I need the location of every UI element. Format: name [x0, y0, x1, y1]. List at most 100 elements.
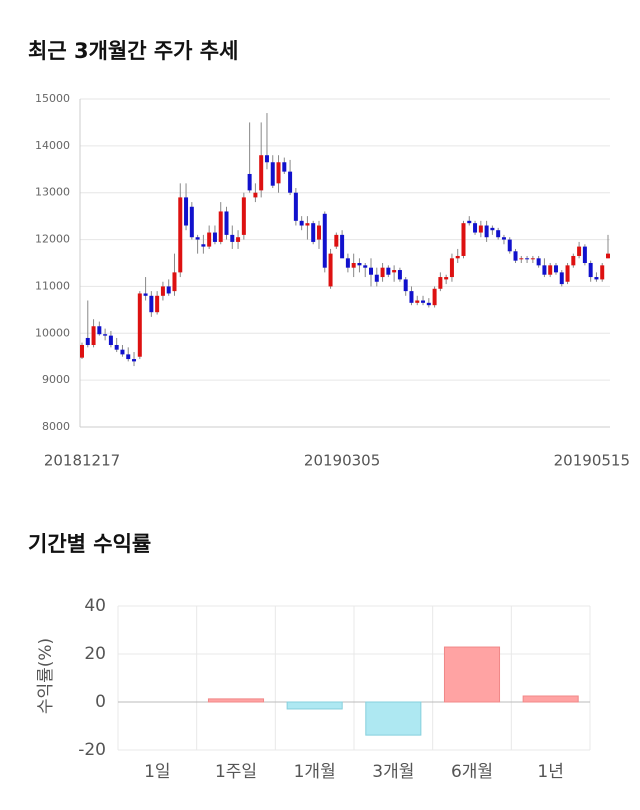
candle-body: [340, 234, 345, 259]
chart-title: 기간별 수익률: [28, 532, 151, 556]
candle-body: [247, 173, 252, 191]
candle-body: [600, 265, 605, 280]
candle-body: [230, 234, 235, 242]
candle-body: [293, 192, 298, 221]
candle-body: [421, 300, 426, 303]
y-tick-label: 12000: [35, 233, 70, 246]
candle-body: [224, 211, 229, 235]
x-tick-label: 1주일: [215, 762, 257, 782]
candle-body: [403, 279, 408, 292]
candle-body: [132, 359, 137, 362]
candle-body: [91, 326, 96, 345]
y-tick-label: 40: [84, 596, 106, 616]
candle-body: [195, 237, 200, 240]
candle-body: [80, 345, 84, 358]
x-tick-label: 1일: [144, 762, 170, 782]
candle-body: [160, 286, 165, 296]
y-tick-label: -20: [78, 740, 106, 760]
y-tick-label: 8000: [42, 420, 70, 433]
candle-body: [334, 234, 339, 247]
candle-body: [178, 197, 183, 273]
y-tick-label: 20: [84, 644, 106, 664]
candle-body: [328, 253, 333, 287]
candle-body: [606, 253, 610, 259]
bar: [207, 698, 265, 703]
candle-body: [108, 335, 113, 345]
x-tick-label: 1년: [537, 762, 563, 782]
candle-body: [241, 197, 246, 235]
x-tick-label: 1개월: [294, 762, 336, 782]
x-tick-label: 6개월: [451, 762, 493, 782]
candle-body: [103, 334, 108, 336]
candle-body: [467, 220, 472, 224]
candle-body: [461, 223, 466, 256]
candle-body: [507, 239, 512, 252]
candle-body: [212, 232, 217, 242]
candle-body: [264, 155, 269, 163]
candle-body: [149, 295, 154, 313]
y-tick-label: 11000: [35, 279, 70, 292]
candle-body: [542, 265, 547, 275]
candle-body: [305, 223, 310, 226]
candle-body: [345, 258, 350, 268]
y-tick-label: 13000: [35, 186, 70, 199]
x-tick-label: 20181217: [44, 452, 120, 470]
candle-body: [548, 265, 553, 275]
candle-body: [126, 354, 131, 360]
candle-body: [432, 288, 437, 306]
candle-body: [207, 232, 212, 247]
bar: [365, 701, 422, 736]
candle-body: [120, 349, 125, 355]
candle-body: [85, 337, 90, 345]
y-tick-label: 0: [95, 692, 106, 712]
candle-body: [276, 162, 281, 184]
candle-body: [530, 258, 535, 260]
candle-body: [172, 272, 177, 292]
candle-body: [270, 162, 275, 186]
y-axis-label: 수익률(%): [36, 638, 56, 714]
candle-body: [577, 246, 582, 256]
candle-body: [143, 293, 148, 296]
bar: [286, 701, 343, 710]
candle-body: [455, 255, 460, 259]
candle-body: [513, 251, 518, 261]
candle-body: [409, 291, 414, 303]
candle-body: [501, 237, 506, 240]
candle-body: [392, 270, 397, 273]
candle-body: [218, 211, 223, 242]
candle-body: [369, 267, 374, 275]
candle-body: [496, 230, 501, 238]
candle-body: [484, 225, 489, 238]
candle-body: [322, 213, 327, 268]
x-tick-label: 3개월: [372, 762, 414, 782]
candle-body: [490, 227, 495, 231]
candle-body: [357, 263, 362, 266]
candle-body: [189, 206, 194, 238]
candle-body: [553, 265, 558, 273]
candle-body: [588, 263, 593, 278]
candle-body: [201, 244, 206, 247]
candle-body: [444, 277, 449, 280]
candle-body: [299, 220, 304, 226]
x-tick-label: 20190515: [554, 452, 630, 470]
candle-body: [426, 302, 431, 306]
candle-body: [449, 258, 454, 278]
candle-body: [316, 225, 321, 240]
candle-body: [259, 155, 264, 191]
candle-body: [525, 258, 530, 260]
candle-body: [559, 272, 564, 285]
candle-body: [397, 270, 402, 280]
candle-body: [282, 162, 287, 172]
candle-body: [374, 274, 379, 282]
candle-body: [311, 223, 316, 242]
candle-body: [155, 295, 160, 313]
y-tick-label: 10000: [35, 326, 70, 339]
bar: [443, 646, 501, 703]
candle-body: [415, 300, 420, 303]
candle-body: [582, 246, 587, 263]
y-tick-label: 15000: [35, 92, 70, 105]
candle-body: [166, 286, 171, 294]
candle-body: [438, 277, 443, 289]
candle-body: [288, 171, 293, 193]
